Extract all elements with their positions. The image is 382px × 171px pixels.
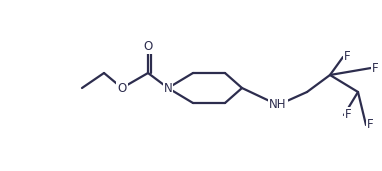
Text: F: F [372, 62, 378, 75]
Text: O: O [143, 40, 153, 52]
Text: F: F [345, 109, 351, 122]
Text: O: O [117, 82, 126, 95]
Text: F: F [367, 119, 373, 131]
Text: F: F [344, 50, 350, 63]
Text: NH: NH [269, 98, 287, 111]
Text: N: N [163, 82, 172, 95]
